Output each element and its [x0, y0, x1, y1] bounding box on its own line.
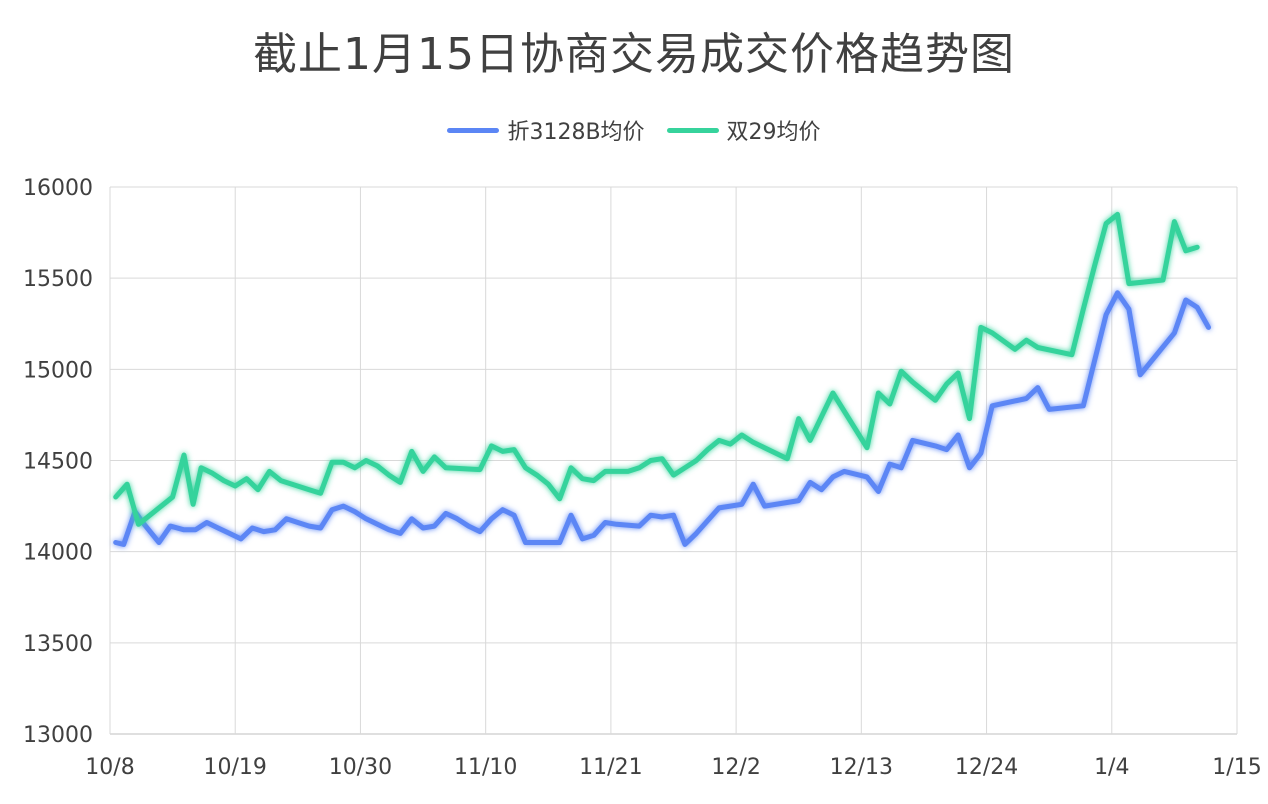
- grid: [109, 186, 1238, 735]
- y-tick-label: 16000: [23, 176, 93, 201]
- x-tick-label: 11/21: [579, 755, 642, 780]
- x-tick-label: 12/24: [955, 755, 1018, 780]
- chart-title: 截止1月15日协商交易成交价格趋势图: [253, 29, 1015, 80]
- y-tick-label: 13000: [23, 723, 93, 748]
- legend-swatch-series-1: [447, 127, 500, 133]
- y-tick-label: 15500: [23, 267, 93, 292]
- x-tick-label: 11/10: [454, 755, 517, 780]
- legend-item-series-1[interactable]: 折3128B均价: [447, 114, 645, 146]
- series-line-2[interactable]: [113, 211, 1200, 527]
- legend-label-series-2: 双29均价: [726, 120, 821, 145]
- x-tick-label: 10/30: [329, 755, 392, 780]
- y-tick-label: 15000: [23, 358, 93, 383]
- series-line-1[interactable]: [113, 290, 1211, 547]
- y-tick-label: 14000: [23, 541, 93, 566]
- legend-swatch-series-2: [666, 127, 719, 133]
- x-tick-label: 12/2: [711, 755, 760, 780]
- legend-label-series-1: 折3128B均价: [507, 120, 645, 145]
- legend-item-series-2[interactable]: 双29均价: [666, 114, 821, 146]
- x-tick-label: 12/13: [830, 755, 893, 780]
- series-layer: [113, 211, 1211, 547]
- x-tick-label: 1/4: [1094, 755, 1129, 780]
- y-axis: 13000 13500 14000 14500 15000 15500 16000: [23, 176, 93, 748]
- x-tick-label: 10/8: [85, 755, 134, 780]
- x-tick-label: 1/15: [1212, 755, 1261, 780]
- y-tick-label: 13500: [23, 632, 93, 657]
- x-tick-label: 10/19: [204, 755, 267, 780]
- legend: 折3128B均价 双29均价: [0, 114, 1268, 146]
- y-tick-label: 14500: [23, 450, 93, 475]
- x-axis: 10/8 10/19 10/30 11/10 11/21 12/2 12/13 12/24 1/…: [85, 755, 1261, 780]
